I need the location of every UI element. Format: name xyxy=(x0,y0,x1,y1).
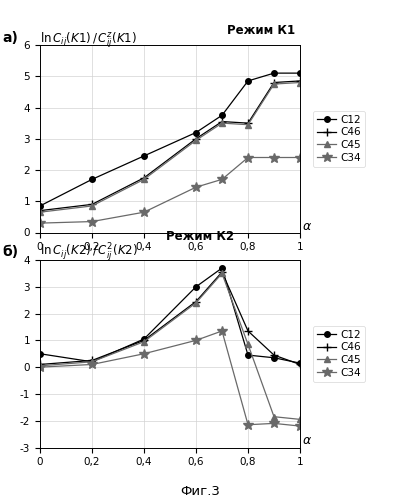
C46 xyxy=(142,175,146,181)
C45 xyxy=(90,359,94,365)
C12 xyxy=(38,203,42,209)
C12 xyxy=(142,153,146,159)
C12 xyxy=(90,176,94,182)
C34 xyxy=(194,338,198,344)
C34 xyxy=(38,364,42,370)
Text: α: α xyxy=(303,220,311,232)
C34 xyxy=(246,422,250,428)
C46 xyxy=(246,328,250,334)
C45 xyxy=(38,363,42,369)
C46 xyxy=(194,298,198,304)
C46 xyxy=(272,352,276,358)
Legend: C12, C46, C45, C34: C12, C46, C45, C34 xyxy=(313,326,365,382)
C45 xyxy=(142,338,146,344)
C46 xyxy=(38,208,42,214)
C45 xyxy=(90,203,94,209)
C34 xyxy=(194,184,198,190)
C46 xyxy=(298,78,302,84)
C45 xyxy=(38,209,42,215)
C46 xyxy=(220,118,224,124)
Text: б): б) xyxy=(2,245,18,259)
C12 xyxy=(298,70,302,76)
Text: $\ln C_{ij}(K2)\,/\,C_{ij}^{2}(K2)$: $\ln C_{ij}(K2)\,/\,C_{ij}^{2}(K2)$ xyxy=(40,242,138,264)
C45 xyxy=(298,80,302,86)
C12 xyxy=(298,360,302,366)
Line: C12: C12 xyxy=(37,70,303,208)
C12 xyxy=(142,336,146,342)
C12 xyxy=(220,265,224,271)
Line: C46: C46 xyxy=(36,77,304,215)
C46 xyxy=(194,136,198,142)
Legend: C12, C46, C45, C34: C12, C46, C45, C34 xyxy=(313,110,365,167)
C12 xyxy=(220,112,224,118)
C45 xyxy=(272,81,276,87)
C34 xyxy=(90,362,94,368)
C45 xyxy=(272,414,276,420)
C34 xyxy=(38,220,42,226)
Text: а): а) xyxy=(2,32,18,46)
C12 xyxy=(246,78,250,84)
C45 xyxy=(246,342,250,347)
Line: C12: C12 xyxy=(37,266,303,366)
C34 xyxy=(220,176,224,182)
C12 xyxy=(194,130,198,136)
C45 xyxy=(194,300,198,306)
C46 xyxy=(220,269,224,275)
C34 xyxy=(298,423,302,429)
C34 xyxy=(272,420,276,426)
Text: Фиг.3: Фиг.3 xyxy=(180,485,220,498)
C45 xyxy=(298,416,302,422)
C46 xyxy=(246,120,250,126)
C12 xyxy=(272,70,276,76)
Line: C45: C45 xyxy=(37,270,303,422)
C45 xyxy=(246,122,250,128)
C12 xyxy=(194,284,198,290)
C34 xyxy=(298,154,302,160)
Line: C45: C45 xyxy=(37,80,303,215)
Line: C46: C46 xyxy=(36,268,304,368)
C34 xyxy=(142,351,146,357)
Text: α: α xyxy=(303,434,311,448)
C12 xyxy=(90,359,94,365)
C12 xyxy=(272,355,276,361)
C46 xyxy=(298,362,302,368)
C46 xyxy=(272,80,276,86)
C46 xyxy=(38,362,42,368)
C34 xyxy=(246,154,250,160)
C45 xyxy=(142,176,146,182)
C46 xyxy=(142,338,146,344)
Text: $\ln C_{ij}(K1)\,/\,C_{ij}^{z}(K1)$: $\ln C_{ij}(K1)\,/\,C_{ij}^{z}(K1)$ xyxy=(40,30,137,50)
C46 xyxy=(90,358,94,364)
C34 xyxy=(90,218,94,224)
C12 xyxy=(246,352,250,358)
C12 xyxy=(38,351,42,357)
C46 xyxy=(90,202,94,207)
C34 xyxy=(272,154,276,160)
Line: C34: C34 xyxy=(35,152,305,228)
C45 xyxy=(194,138,198,143)
Text: Режим К1: Режим К1 xyxy=(227,24,295,38)
Text: Режим К2: Режим К2 xyxy=(166,230,234,242)
C45 xyxy=(220,270,224,276)
C34 xyxy=(220,328,224,334)
Line: C34: C34 xyxy=(35,326,305,431)
C34 xyxy=(142,209,146,215)
C45 xyxy=(220,120,224,126)
